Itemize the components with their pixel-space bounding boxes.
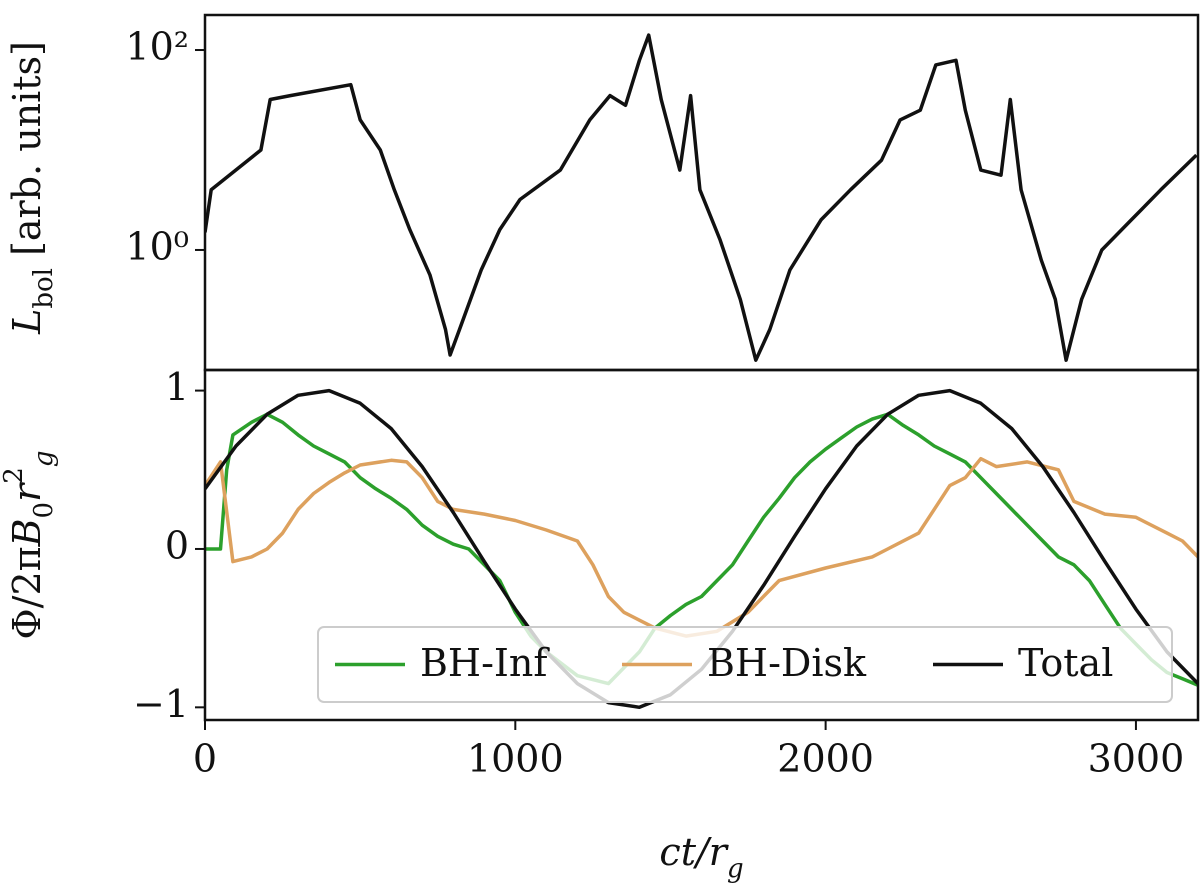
label-part: [arb. units]	[5, 41, 49, 268]
y-tick-label: −1	[133, 682, 189, 726]
series-line	[205, 456, 1198, 638]
y-axis-label: Φ/2πB0r2g	[0, 451, 59, 640]
label-part: L	[5, 309, 49, 335]
y-tick-label: 10⁰	[125, 224, 189, 268]
legend-label: BH-Disk	[707, 641, 867, 685]
y-tick-label: 1	[165, 365, 189, 409]
legend-label: Total	[1018, 641, 1113, 685]
legend-label: BH-Inf	[420, 641, 550, 685]
y-axis-label: Lbol [arb. units]	[5, 41, 60, 335]
series-line	[205, 412, 1198, 687]
legend: BH-Inf BH-Disk Total	[317, 626, 1173, 703]
label-part: r	[5, 481, 49, 502]
x-tick-label: 1000	[467, 737, 564, 781]
label-part: g	[29, 451, 59, 468]
x-axis-label: ct/rg	[659, 830, 743, 884]
label-part: bol	[29, 268, 59, 309]
plot-area	[205, 33, 1198, 362]
axes-frame	[203, 368, 1200, 722]
x-tick-label: 2000	[777, 737, 874, 781]
label-part: 2	[0, 467, 29, 484]
legend-box	[317, 626, 1173, 703]
x-tick-label: 3000	[1088, 737, 1185, 781]
label-part: 0	[29, 502, 59, 519]
label-part: B	[5, 518, 49, 547]
label-part: ct/r	[659, 830, 729, 874]
label-part: g	[727, 854, 744, 884]
y-tick-label: 0	[165, 523, 189, 567]
series-line	[205, 33, 1198, 362]
y-tick-label: 10²	[125, 25, 189, 69]
label-part: Φ/2π	[5, 546, 49, 639]
x-tick-label: 0	[193, 737, 217, 781]
